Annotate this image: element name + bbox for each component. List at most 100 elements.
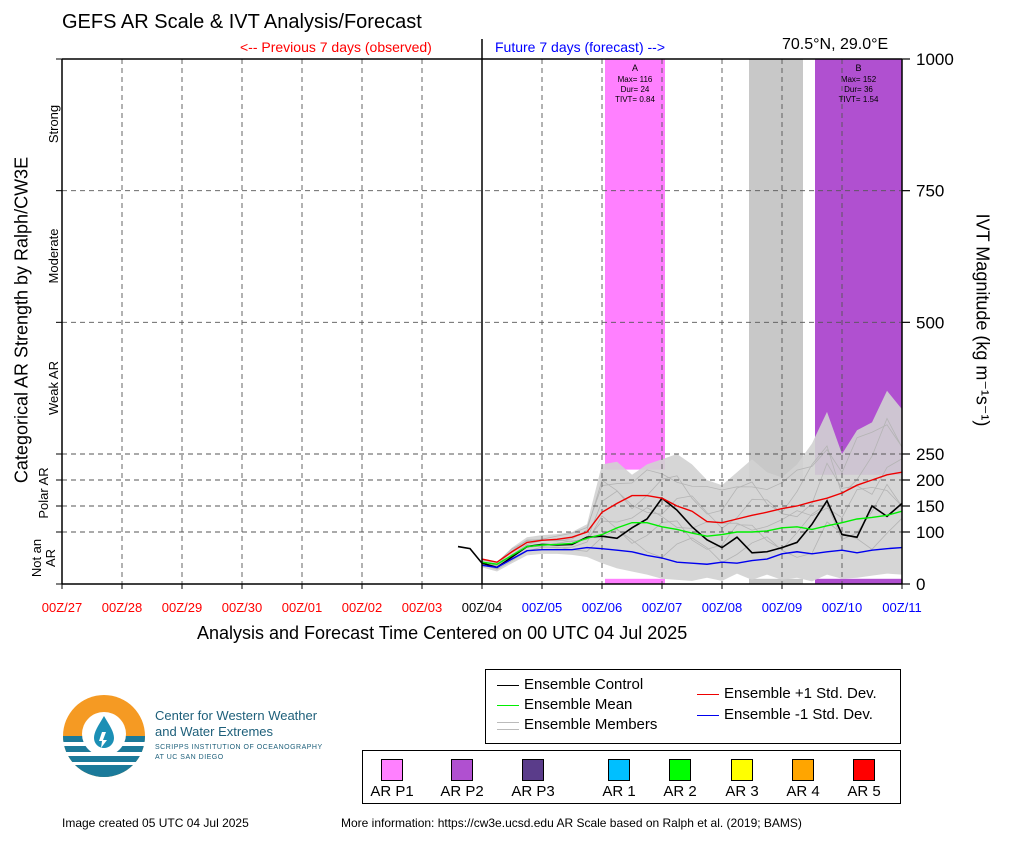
series-ensemble-1-std-dev- <box>481 471 903 563</box>
ar-p1-swatch <box>381 759 403 781</box>
ar-5-swatch <box>853 759 875 781</box>
series-ensemble-mean <box>481 510 903 565</box>
ar-band-1 <box>605 59 665 470</box>
logo-name-line2: and Water Extremes <box>155 724 274 739</box>
axes: 00Z/27 00Z/28 00Z/29 00Z/30 00Z/01 00Z/02 00Z/… <box>42 39 954 615</box>
image-created-note: Image created 05 UTC 04 Jul 2025 <box>62 816 249 830</box>
y-tick-label: 0 <box>916 575 925 594</box>
ar-band-2 <box>749 59 803 480</box>
x-tick-label: 00Z/27 <box>42 600 82 615</box>
ar-band-label-3: B <box>855 63 861 73</box>
cw3e-logo <box>63 695 145 777</box>
ar-band-info: Max= 116 <box>618 75 653 84</box>
line-legend: Ensemble Control Ensemble Mean Ensemble … <box>485 669 901 744</box>
ar-band-bottom-1 <box>605 578 665 584</box>
chart-title: GEFS AR Scale & IVT Analysis/Forecast <box>62 11 422 33</box>
y-axis-right-title: IVT Magnitude (kg m⁻¹s⁻¹) <box>972 213 993 427</box>
x-tick-label: 00Z/01 <box>282 600 322 615</box>
y-axis-left-title: Categorical AR Strength by Ralph/CW3E <box>11 156 32 484</box>
ar-p2-swatch <box>451 759 473 781</box>
ar-band-info: Dur= 24 <box>621 85 650 94</box>
ar-1-swatch <box>608 759 630 781</box>
category-moderate: Moderate <box>46 228 61 284</box>
control-swatch <box>497 685 519 686</box>
y-tick-label: 750 <box>916 182 944 201</box>
logo-sub-line1: SCRIPPS INSTITUTION OF OCEANOGRAPHY <box>155 744 323 751</box>
location-label: 70.5°N, 29.0°E <box>782 36 889 53</box>
ar-4-label: AR 4 <box>786 783 820 800</box>
grid <box>62 59 902 584</box>
ar-band-info: TIVT= 1.54 <box>839 95 879 104</box>
ar-p2-label: AR P2 <box>440 783 484 800</box>
more-info-note: More information: https://cw3e.ucsd.edu … <box>341 816 802 830</box>
ar-2-item: AR 2 <box>650 759 710 800</box>
x-tick-label: 00Z/11 <box>882 600 922 615</box>
ar-4-item: AR 4 <box>773 759 833 800</box>
legend-minus-std: Ensemble -1 Std. Dev. <box>724 706 873 723</box>
previous-days-label: <-- Previous 7 days (observed) <box>240 39 432 55</box>
ar-p1-label: AR P1 <box>370 783 414 800</box>
y-tick-label: 250 <box>916 445 944 464</box>
legend-members: Ensemble Members <box>524 716 658 733</box>
ar-band-bottom-2 <box>749 578 803 584</box>
category-strong: Strong <box>46 104 61 144</box>
x-tick-label: 00Z/02 <box>342 600 382 615</box>
minus-std-swatch <box>697 715 719 716</box>
ar-1-item: AR 1 <box>589 759 649 800</box>
legend-mean: Ensemble Mean <box>524 696 633 713</box>
ar-1-label: AR 1 <box>602 783 636 800</box>
member-line <box>481 417 903 566</box>
x-tick-label: 00Z/05 <box>522 600 562 615</box>
ar-3-item: AR 3 <box>712 759 772 800</box>
x-tick-label: 00Z/29 <box>162 600 202 615</box>
logo-name-line1: Center for Western Weather <box>155 708 318 723</box>
legend-plus-std: Ensemble +1 Std. Dev. <box>724 685 877 702</box>
member-line <box>481 483 903 569</box>
y-tick-label: 200 <box>916 471 944 490</box>
ar-3-swatch <box>731 759 753 781</box>
category-not-ar: Not an AR <box>29 538 58 578</box>
future-days-label: Future 7 days (forecast) --> <box>495 39 666 55</box>
series-lines <box>457 471 903 569</box>
x-tick-label: 00Z/08 <box>702 600 742 615</box>
members-swatch <box>497 722 519 730</box>
x-tick-label: 00Z/09 <box>762 600 802 615</box>
mean-swatch <box>497 705 519 706</box>
x-tick-label: 00Z/04 <box>462 600 502 615</box>
ar-scale-legend: AR P1 AR P2 AR P3 AR 1 AR 2 AR 3 AR 4 AR… <box>362 750 901 804</box>
x-tick-label: 00Z/30 <box>222 600 262 615</box>
ar-p1-item: AR P1 <box>362 759 422 800</box>
y-tick-label: 100 <box>916 523 944 542</box>
ar-2-label: AR 2 <box>663 783 697 800</box>
series-ensemble-1-std-dev- <box>481 546 903 569</box>
ar-band-label-1: A <box>632 63 638 73</box>
ar-p3-item: AR P3 <box>503 759 563 800</box>
member-line <box>481 518 903 570</box>
ar-3-label: AR 3 <box>725 783 759 800</box>
y-tick-label: 1000 <box>916 50 954 69</box>
logo-sub-line2: AT UC SAN DIEGO <box>155 754 224 761</box>
x-tick-label: 00Z/03 <box>402 600 442 615</box>
ar-p3-label: AR P3 <box>511 783 555 800</box>
category-weak: Weak AR <box>46 361 61 415</box>
ar-5-item: AR 5 <box>834 759 894 800</box>
category-polar: Polar AR <box>36 467 51 519</box>
x-axis-title: Analysis and Forecast Time Centered on 0… <box>197 623 688 643</box>
x-tick-label: 00Z/10 <box>822 600 862 615</box>
legend-control: Ensemble Control <box>524 676 644 693</box>
ar-band-info: Max= 152 <box>841 75 877 84</box>
ar-p2-item: AR P2 <box>432 759 492 800</box>
ar-band-info: Dur= 36 <box>844 85 873 94</box>
x-tick-label: 00Z/06 <box>582 600 622 615</box>
y-tick-label: 150 <box>916 497 944 516</box>
ar-band-bottom-3 <box>815 578 902 584</box>
member-line <box>481 424 903 564</box>
x-tick-label: 00Z/28 <box>102 600 142 615</box>
ar-5-label: AR 5 <box>847 783 881 800</box>
ar-band-info: TIVT= 0.84 <box>615 95 655 104</box>
ar-2-swatch <box>669 759 691 781</box>
plus-std-swatch <box>697 694 719 695</box>
ar-4-swatch <box>792 759 814 781</box>
y-tick-label: 500 <box>916 313 944 332</box>
